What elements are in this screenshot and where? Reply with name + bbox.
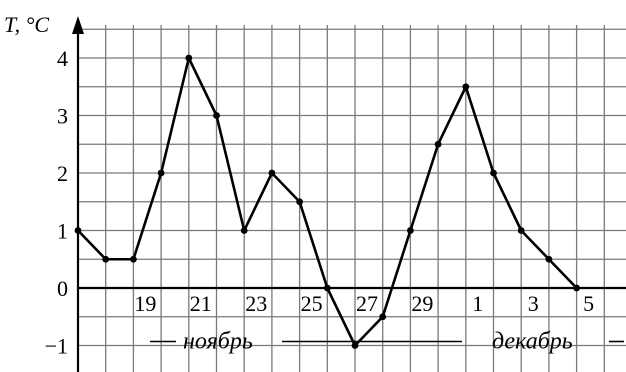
x-tick-label: 3 xyxy=(528,291,539,316)
y-tick-label: 1 xyxy=(57,219,68,244)
data-point xyxy=(573,284,580,292)
data-point xyxy=(296,198,303,206)
temperature-series xyxy=(74,54,580,349)
y-axis-arrow xyxy=(72,16,84,34)
x-tick-label: 19 xyxy=(134,291,156,316)
data-point xyxy=(213,112,220,119)
y-tick-label: 3 xyxy=(57,104,68,129)
axes xyxy=(72,16,626,372)
data-point xyxy=(323,284,331,292)
x-tick-label: 23 xyxy=(245,291,267,316)
data-point xyxy=(379,313,387,321)
y-tick-label: 4 xyxy=(57,46,68,71)
month-label-november: ноябрь xyxy=(183,329,253,355)
y-axis-title: T, °C xyxy=(4,12,49,37)
data-point xyxy=(351,342,359,349)
data-point xyxy=(240,227,248,234)
x-tick-label: 21 xyxy=(190,291,212,316)
data-point xyxy=(434,140,442,148)
x-tick-label: 5 xyxy=(583,291,594,316)
data-point xyxy=(157,169,165,177)
data-point xyxy=(185,54,193,62)
y-tick-label: −1 xyxy=(45,334,68,359)
x-tick-label: 1 xyxy=(472,291,483,316)
data-point xyxy=(407,227,414,234)
x-tick-label: 25 xyxy=(301,291,323,316)
data-point xyxy=(517,227,525,234)
y-tick-label: 0 xyxy=(57,276,68,301)
data-point xyxy=(545,255,553,263)
data-point xyxy=(102,255,110,263)
data-point xyxy=(490,169,497,177)
y-tick-label: 2 xyxy=(57,161,68,186)
x-tick-label: 29 xyxy=(411,291,433,316)
x-tick-label: 27 xyxy=(356,291,378,316)
data-point xyxy=(130,255,137,263)
axis-labels: T, °C ноябрь декабрь xyxy=(4,12,624,355)
grid xyxy=(78,25,626,372)
data-point xyxy=(268,169,276,177)
data-point xyxy=(462,83,470,91)
data-point xyxy=(74,227,82,234)
month-label-december: декабрь xyxy=(492,329,573,355)
